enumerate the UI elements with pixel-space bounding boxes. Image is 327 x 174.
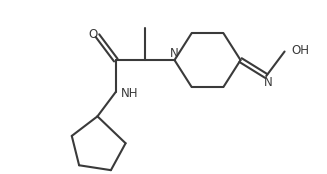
Text: N: N (170, 47, 179, 60)
Text: OH: OH (291, 44, 309, 57)
Text: N: N (264, 76, 273, 89)
Text: NH: NH (121, 87, 138, 100)
Text: O: O (88, 28, 97, 41)
